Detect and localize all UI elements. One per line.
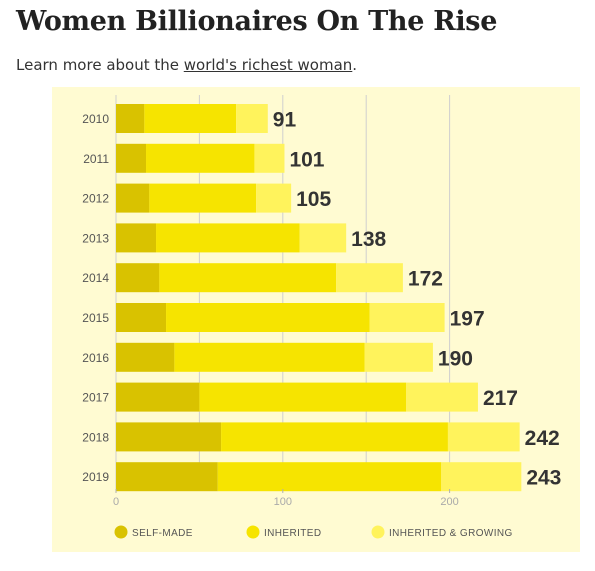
bar-segment[interactable] <box>146 143 255 173</box>
page-subtitle: Learn more about the world's richest wom… <box>16 56 357 74</box>
legend-swatch <box>371 525 385 539</box>
bar-segment[interactable] <box>116 342 175 372</box>
year-label: 2015 <box>82 311 109 325</box>
x-tick-label: 200 <box>440 496 458 508</box>
bar-total-label: 105 <box>296 188 331 211</box>
year-label: 2018 <box>82 430 109 444</box>
bar-segment[interactable] <box>116 104 145 133</box>
bar-segment[interactable] <box>116 223 157 253</box>
year-label: 2012 <box>82 192 109 206</box>
bar-total-label: 91 <box>273 109 297 132</box>
bar-segment[interactable] <box>159 263 337 293</box>
x-tick-label: 0 <box>113 496 119 508</box>
bar-segment[interactable] <box>199 382 407 412</box>
bar-segment[interactable] <box>116 422 222 452</box>
legend-swatch <box>246 525 260 539</box>
legend-label: SELF-MADE <box>132 528 193 539</box>
bar-segment[interactable] <box>149 183 257 213</box>
year-label: 2013 <box>82 231 109 245</box>
x-tick-label: 100 <box>274 496 292 508</box>
year-label: 2016 <box>82 351 109 365</box>
legend-label: INHERITED & GROWING <box>389 528 513 539</box>
bar-segment[interactable] <box>221 422 448 452</box>
bar-total-label: 172 <box>408 268 443 291</box>
subtitle-prefix: Learn more about the <box>16 56 184 74</box>
bar-segment[interactable] <box>364 342 433 372</box>
year-label: 2010 <box>82 112 109 126</box>
bar-segment[interactable] <box>156 223 300 253</box>
bar-segment[interactable] <box>336 263 403 293</box>
bar-segment[interactable] <box>447 422 520 452</box>
page-title: Women Billionaires On The Rise <box>16 6 498 37</box>
bar-segment[interactable] <box>299 223 347 253</box>
bar-segment[interactable] <box>254 143 285 173</box>
bar-segment[interactable] <box>116 382 200 412</box>
bar-segment[interactable] <box>116 303 167 332</box>
bar-total-label: 217 <box>483 387 518 410</box>
bar-total-label: 197 <box>450 308 485 331</box>
bar-segment[interactable] <box>256 183 292 213</box>
bar-segment[interactable] <box>236 104 268 133</box>
bar-segment[interactable] <box>217 462 442 492</box>
bar-segment[interactable] <box>116 183 150 213</box>
bar-segment[interactable] <box>116 263 160 293</box>
bar-segment[interactable] <box>166 303 370 332</box>
bar-segment[interactable] <box>441 462 522 492</box>
year-label: 2011 <box>83 152 109 166</box>
bar-segment[interactable] <box>116 462 218 492</box>
bar-total-label: 101 <box>289 148 324 171</box>
legend-label: INHERITED <box>264 528 322 539</box>
subtitle-suffix: . <box>352 56 358 74</box>
bar-segment[interactable] <box>174 342 365 372</box>
bar-segment[interactable] <box>116 143 147 173</box>
bar-total-label: 242 <box>525 427 560 450</box>
year-label: 2019 <box>82 470 109 484</box>
richest-woman-link[interactable]: world's richest woman <box>183 56 353 74</box>
bar-segment[interactable] <box>369 303 445 332</box>
legend-swatch <box>114 525 128 539</box>
chart-panel: 2010 91 2011 101 2012 105 2013 138 2014 172 2015 19… <box>52 87 580 552</box>
bar-total-label: 190 <box>438 347 473 370</box>
bar-total-label: 243 <box>526 467 561 490</box>
bar-total-label: 138 <box>351 228 386 251</box>
bar-chart: 2010 91 2011 101 2012 105 2013 138 2014 172 2015 19… <box>52 87 580 552</box>
bar-segment[interactable] <box>144 104 237 133</box>
year-label: 2017 <box>82 391 109 405</box>
year-label: 2014 <box>82 271 109 285</box>
bar-segment[interactable] <box>406 382 478 412</box>
